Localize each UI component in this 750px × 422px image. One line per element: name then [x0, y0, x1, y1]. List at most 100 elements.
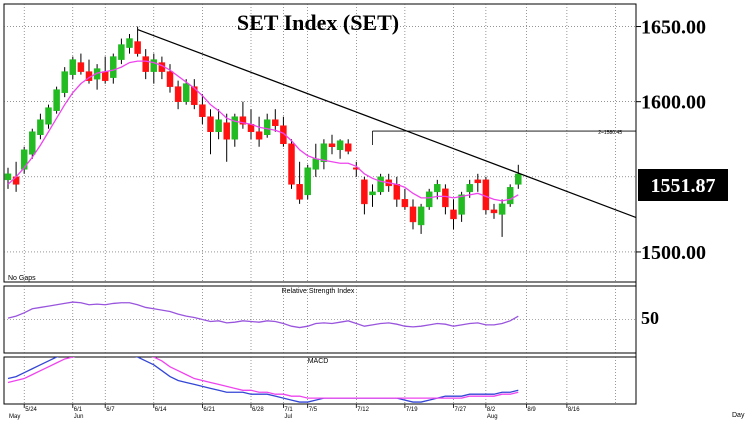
- candle-body: [69, 59, 77, 75]
- candle-body: [482, 179, 490, 211]
- candle-body: [61, 71, 68, 93]
- candle-body: [118, 44, 125, 60]
- candle-body: [417, 206, 425, 226]
- candle-body: [498, 203, 506, 215]
- rsi-line: [7, 301, 519, 329]
- candle-body: [174, 86, 182, 102]
- candle-body: [450, 209, 457, 220]
- candle-body: [126, 38, 133, 48]
- price-axis-label: 1600.00: [641, 92, 706, 114]
- last-value-label: 1551.87: [651, 175, 716, 197]
- candle-body: [110, 56, 117, 78]
- candle-body: [215, 119, 222, 132]
- candle-body: [272, 119, 279, 126]
- price-panel: [3, 3, 637, 283]
- candle-body: [199, 104, 206, 117]
- candle-body: [515, 173, 522, 185]
- moving-average-line: [7, 60, 519, 202]
- candle-body: [207, 116, 214, 132]
- macd-signal-line: [7, 357, 519, 399]
- price-grid: [4, 4, 636, 282]
- candle-body: [93, 68, 101, 80]
- candle-body: [377, 176, 384, 193]
- x-tick-label: 6/7: [106, 407, 115, 413]
- candle-body: [296, 184, 303, 200]
- rsi-plot: [7, 301, 519, 329]
- month-label: Aug: [487, 414, 498, 420]
- price-axis-label: 1500.00: [641, 242, 706, 264]
- rsi-title: Relative Strength Index: [282, 288, 355, 295]
- x-unit-label: Day: [732, 412, 745, 419]
- candle-body: [231, 116, 239, 140]
- candle-body: [442, 188, 449, 208]
- candle-body: [466, 184, 473, 193]
- macd-grid: [23, 357, 616, 404]
- price-plot: [4, 26, 636, 237]
- macd-panel: [3, 356, 637, 405]
- candle-body: [101, 71, 109, 81]
- month-label: Jun: [74, 414, 84, 420]
- candle-body: [336, 140, 344, 151]
- price-axis-label: 1650.00: [641, 17, 706, 39]
- rsi-axis-50: 50: [641, 308, 659, 328]
- candle-body: [37, 119, 44, 135]
- x-tick-label: 7/27: [455, 407, 467, 413]
- candle-body: [45, 107, 52, 125]
- candle-body: [361, 179, 368, 205]
- candle-body: [53, 89, 60, 111]
- candle-body: [506, 187, 514, 205]
- candle-body: [142, 56, 149, 72]
- candle-body: [458, 194, 465, 215]
- trendline: [137, 28, 636, 219]
- candle-body: [369, 191, 376, 196]
- no-gaps-label: No Gaps: [8, 275, 36, 282]
- x-tick-label: 8/16: [568, 407, 580, 413]
- candle-body: [134, 41, 141, 54]
- x-tick-label: 8/2: [487, 407, 496, 413]
- candle-body: [29, 131, 36, 155]
- candle-body: [312, 158, 320, 170]
- x-tick-label: 7/19: [406, 407, 418, 413]
- candle-body: [77, 62, 85, 72]
- candle-body: [344, 143, 352, 152]
- chart-title: SET Index (SET): [237, 10, 399, 35]
- candle-body: [401, 199, 409, 208]
- x-axis: 5/24 6/1 6/7 6/14 6/21 6/28 7/1 7/5 7/12 7/19 7/27…: [9, 404, 580, 420]
- resistance-label: 2=1580.45: [598, 130, 622, 136]
- x-tick-label: 7/12: [357, 407, 369, 413]
- candle-body: [474, 179, 482, 184]
- candle-body: [304, 167, 311, 196]
- x-tick-label: 7/5: [309, 407, 318, 413]
- candle-body: [223, 122, 230, 140]
- candle-body: [425, 191, 433, 208]
- x-tick-label: 6/28: [252, 407, 264, 413]
- macd-title: MACD: [308, 358, 329, 365]
- last-value-box: [638, 169, 728, 201]
- candle-body: [280, 125, 287, 145]
- candle-body: [4, 173, 12, 181]
- candle-body: [288, 143, 295, 185]
- macd-line: [7, 357, 519, 403]
- macd-plot: [7, 357, 519, 403]
- candle-body: [20, 149, 28, 170]
- candle-body: [393, 184, 401, 200]
- candle-body: [150, 59, 158, 72]
- candle-body: [166, 71, 174, 87]
- candle-body: [255, 131, 263, 140]
- month-label: Jul: [284, 414, 292, 420]
- candle-body: [409, 206, 417, 223]
- x-tick-label: 6/21: [203, 407, 215, 413]
- candle-body: [434, 184, 441, 193]
- x-tick-label: 7/1: [284, 407, 293, 413]
- x-tick-label: 8/9: [527, 407, 536, 413]
- candle-body: [182, 83, 190, 102]
- month-label: May: [9, 414, 20, 420]
- x-tick-label: 6/1: [74, 407, 83, 413]
- candle-body: [191, 86, 198, 105]
- candle-body: [490, 209, 498, 214]
- x-tick-label: 6/14: [155, 407, 167, 413]
- candle-body: [239, 116, 247, 125]
- candle-body: [328, 143, 336, 148]
- candle-body: [263, 119, 271, 135]
- price-axis: 1500.00 1600.00 1650.00: [636, 17, 706, 264]
